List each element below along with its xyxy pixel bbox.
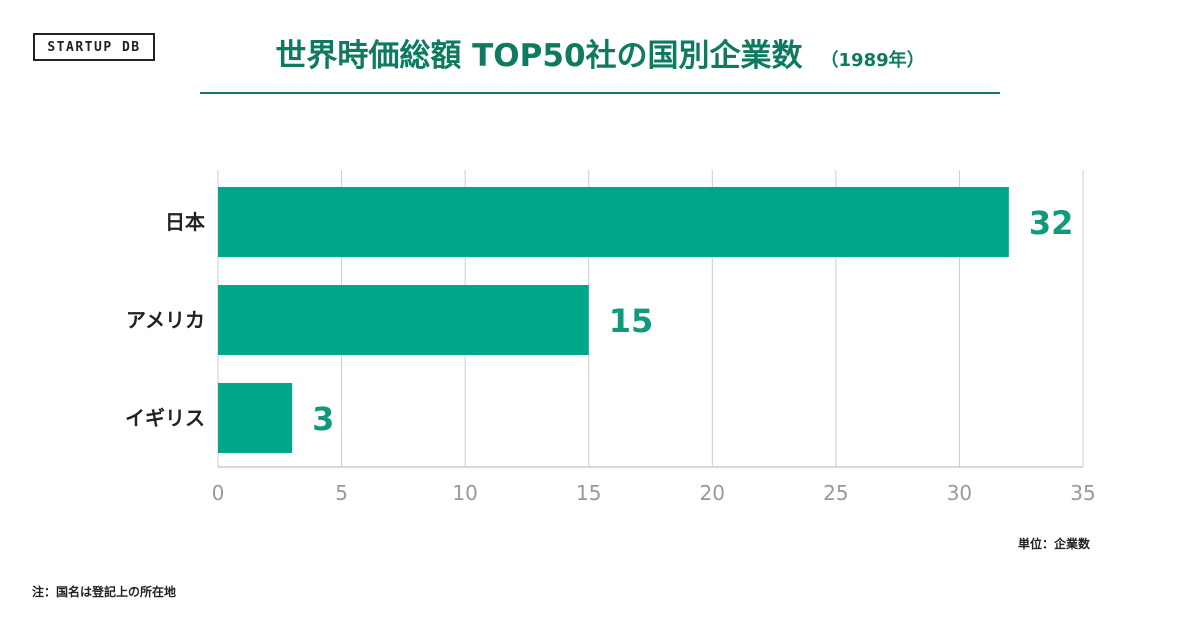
x-tick-label: 0 [212, 481, 225, 505]
category-label: イギリス [125, 406, 205, 430]
chart-title-main: 世界時価総額 TOP50社の国別企業数 [275, 38, 803, 74]
data-label: 32 [1029, 204, 1074, 242]
category-label: 日本 [165, 210, 205, 234]
startup-db-logo: STARTUP DB [33, 33, 155, 61]
x-tick-label: 5 [335, 481, 348, 505]
title-underline [200, 92, 1000, 94]
data-label: 3 [312, 400, 334, 438]
bar [218, 383, 293, 453]
x-tick-label: 35 [1070, 481, 1095, 505]
chart-title-year: （1989年） [820, 50, 925, 71]
category-label: アメリカ [126, 308, 205, 332]
x-tick-label: 30 [947, 481, 972, 505]
unit-note: 単位：企業数 [1017, 537, 1090, 551]
bar [218, 285, 589, 355]
bar [218, 187, 1009, 257]
footnote: 注：国名は登記上の所在地 [32, 585, 177, 599]
x-tick-label: 15 [576, 481, 601, 505]
data-label: 15 [609, 302, 654, 340]
x-tick-label: 25 [823, 481, 848, 505]
x-tick-label: 20 [700, 481, 725, 505]
x-tick-label: 10 [452, 481, 477, 505]
chart-title: 世界時価総額 TOP50社の国別企業数 （1989年） [200, 30, 1000, 75]
